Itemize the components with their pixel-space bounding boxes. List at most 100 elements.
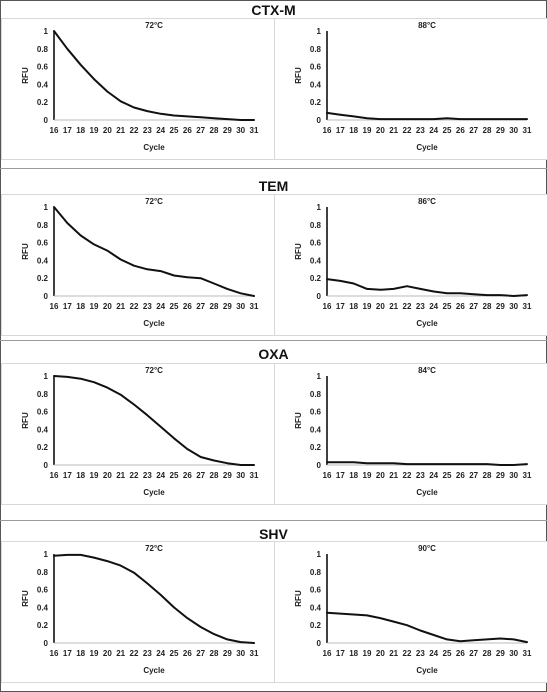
y-tick-label: 1 [317, 27, 322, 36]
x-tick-label: 19 [363, 302, 372, 311]
x-tick-label: 21 [116, 302, 125, 311]
x-tick-label: 21 [116, 471, 125, 480]
x-axis-label: Cycle [143, 143, 165, 152]
y-tick-label: 0.6 [310, 408, 322, 417]
series-line [326, 111, 528, 121]
line-chart: 72°C RFU 0 0.2 0.4 0.6 0.8 1 16 17 18 19 20 21 22 23 24 2… [21, 366, 259, 497]
line-chart: 72°C RFU 0 0.2 0.4 0.6 0.8 1 16 17 18 19 20 21 22 23 24 2… [21, 21, 259, 152]
x-tick-label: 25 [443, 126, 452, 135]
x-tick-label: 20 [103, 471, 112, 480]
y-tick-label: 1 [44, 550, 49, 559]
y-tick-label: 0.6 [37, 586, 49, 595]
x-axis-label: Cycle [416, 319, 438, 328]
x-tick-label: 20 [376, 649, 385, 658]
y-tick-label: 0.4 [37, 603, 49, 612]
x-tick-label: 31 [523, 471, 532, 480]
y-axis-label: RFU [294, 412, 303, 429]
x-tick-label: 21 [389, 471, 398, 480]
x-tick-label: 29 [223, 649, 232, 658]
y-tick-label: 0.6 [37, 63, 49, 72]
x-tick-label: 17 [336, 302, 345, 311]
y-tick-label: 0.6 [37, 408, 49, 417]
x-tick-label: 23 [143, 471, 152, 480]
x-tick-label: 16 [323, 471, 332, 480]
x-tick-label: 27 [196, 126, 205, 135]
y-tick-label: 0.6 [37, 239, 49, 248]
y-tick-label: 0 [317, 461, 322, 470]
y-tick-label: 0.8 [310, 568, 322, 577]
x-tick-label: 25 [170, 471, 179, 480]
y-tick-label: 0.8 [310, 390, 322, 399]
x-tick-label: 30 [236, 649, 245, 658]
x-tick-label: 25 [170, 126, 179, 135]
y-tick-label: 0.2 [310, 443, 322, 452]
x-axis-label: Cycle [143, 488, 165, 497]
y-tick-label: 0.8 [310, 221, 322, 230]
chart-title: 72°C [145, 544, 163, 553]
y-tick-label: 0.8 [37, 568, 49, 577]
x-tick-label: 16 [323, 126, 332, 135]
chart-title: 88°C [418, 21, 436, 30]
x-tick-label: 30 [236, 302, 245, 311]
x-tick-label: 23 [416, 471, 425, 480]
x-tick-label: 18 [349, 649, 358, 658]
y-tick-label: 0.2 [37, 98, 49, 107]
y-tick-label: 1 [317, 203, 322, 212]
y-axis-label: RFU [21, 590, 30, 607]
x-tick-label: 17 [336, 471, 345, 480]
x-tick-label: 23 [416, 302, 425, 311]
x-tick-label: 28 [210, 126, 219, 135]
chart-title: 72°C [145, 366, 163, 375]
x-tick-label: 24 [429, 471, 438, 480]
x-tick-label: 30 [509, 302, 518, 311]
x-tick-label: 27 [469, 126, 478, 135]
x-tick-label: 18 [76, 302, 85, 311]
x-tick-label: 19 [90, 649, 99, 658]
chart-title: 86°C [418, 197, 436, 206]
series-line [326, 611, 528, 644]
group-separator [0, 168, 547, 169]
x-tick-label: 20 [376, 471, 385, 480]
group-separator [0, 340, 547, 341]
x-tick-label: 29 [223, 471, 232, 480]
y-tick-label: 0 [44, 639, 49, 648]
x-tick-label: 20 [376, 126, 385, 135]
group-title: TEM [258, 178, 289, 194]
x-tick-label: 22 [403, 302, 412, 311]
x-tick-label: 28 [210, 302, 219, 311]
y-axis-label: RFU [294, 243, 303, 260]
chart-panel: 72°C RFU 0 0.2 0.4 0.6 0.8 1 16 17 18 19 20 21 22 23 24 2… [1, 18, 275, 160]
x-tick-label: 23 [416, 126, 425, 135]
x-tick-label: 28 [210, 471, 219, 480]
x-axis-label: Cycle [416, 488, 438, 497]
x-tick-label: 30 [509, 649, 518, 658]
y-tick-label: 1 [44, 27, 49, 36]
x-tick-label: 25 [170, 302, 179, 311]
line-chart: 72°C RFU 0 0.2 0.4 0.6 0.8 1 16 17 18 19 20 21 22 23 24 2… [21, 544, 259, 675]
x-tick-label: 20 [103, 302, 112, 311]
x-tick-label: 27 [469, 302, 478, 311]
x-tick-label: 25 [170, 649, 179, 658]
series-line [53, 375, 255, 466]
series-line [53, 206, 255, 297]
x-tick-label: 27 [469, 649, 478, 658]
y-tick-label: 1 [317, 550, 322, 559]
line-chart: 90°C RFU 0 0.2 0.4 0.6 0.8 1 16 17 18 19 20 21 22 23 24 2… [294, 544, 532, 675]
y-tick-label: 0.8 [37, 45, 49, 54]
x-tick-label: 19 [363, 126, 372, 135]
group-separator [0, 520, 547, 521]
x-tick-label: 25 [443, 471, 452, 480]
x-tick-label: 27 [196, 471, 205, 480]
x-tick-label: 24 [156, 649, 165, 658]
chart-panel: 86°C RFU 0 0.2 0.4 0.6 0.8 1 16 17 18 19 20 21 22 23 24 2… [274, 194, 547, 336]
x-axis-label: Cycle [416, 666, 438, 675]
x-tick-label: 19 [363, 649, 372, 658]
group-title: SHV [259, 526, 288, 542]
x-tick-label: 21 [116, 126, 125, 135]
series-line [53, 30, 255, 121]
y-tick-label: 0.4 [37, 80, 49, 89]
x-tick-label: 29 [496, 126, 505, 135]
x-tick-label: 23 [143, 126, 152, 135]
x-tick-label: 31 [250, 471, 259, 480]
y-tick-label: 1 [44, 203, 49, 212]
